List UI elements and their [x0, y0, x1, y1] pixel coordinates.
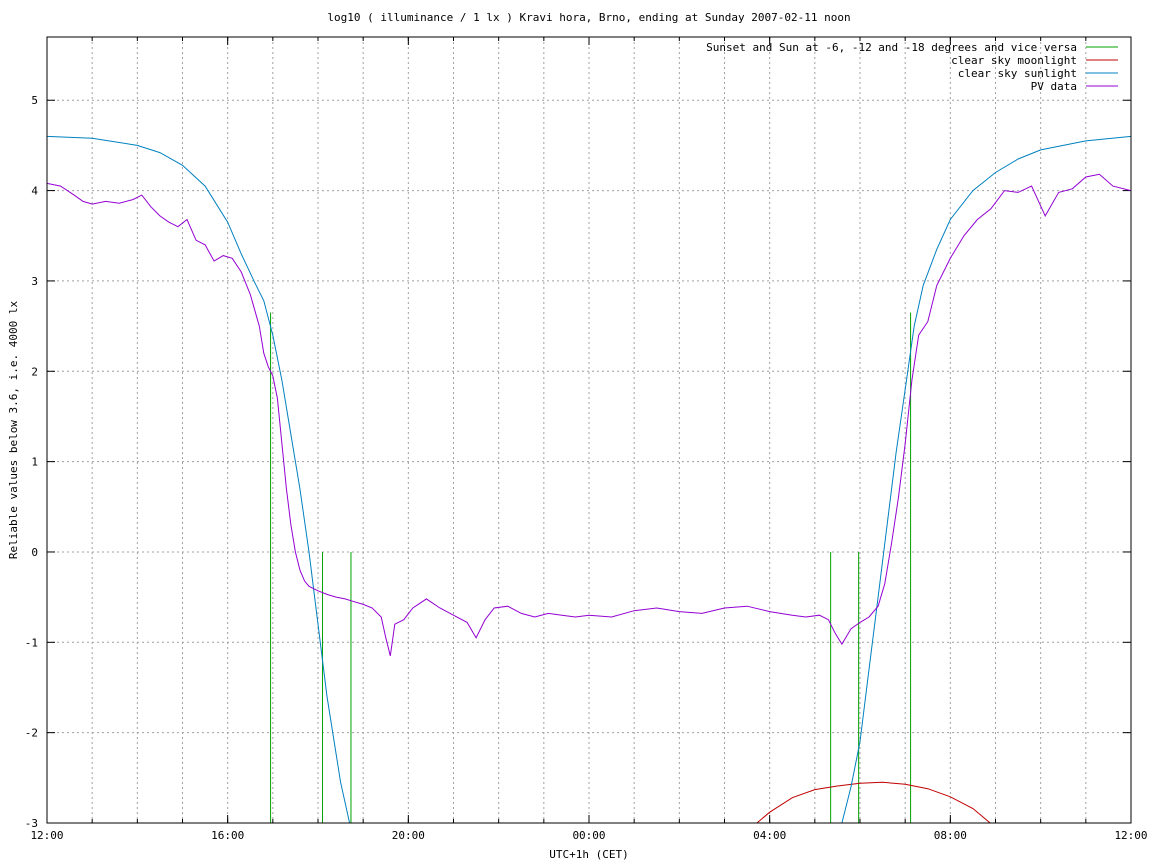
- chart-title: log10 ( illuminance / 1 lx ) Kravi hora,…: [327, 11, 850, 24]
- y-tick-label: 1: [31, 456, 38, 469]
- x-axis-label: UTC+1h (CET): [549, 848, 628, 861]
- x-tick-label: 12:00: [1114, 829, 1147, 842]
- plot-frame: [46, 36, 1132, 824]
- legend-label: clear sky sunlight: [958, 67, 1077, 80]
- legend-label: clear sky moonlight: [951, 54, 1077, 67]
- x-tick-label: 00:00: [572, 829, 605, 842]
- y-tick-label: -1: [25, 636, 38, 649]
- y-tick-label: 4: [31, 185, 38, 198]
- x-tick-label: 04:00: [753, 829, 786, 842]
- legend-label: PV data: [1031, 80, 1077, 93]
- y-tick-label: 2: [31, 365, 38, 378]
- series-layer: [47, 135, 1131, 823]
- y-axis-label: Reliable values below 3.6, i.e. 4000 lx: [7, 300, 20, 559]
- series-line-3: [47, 173, 1131, 657]
- y-tick-label: -2: [25, 727, 38, 740]
- legend-label: Sunset and Sun at -6, -12 and -18 degree…: [706, 41, 1077, 54]
- y-tick-label: -3: [25, 817, 38, 830]
- y-tick-label: 0: [31, 546, 38, 559]
- axis-ticks: 12:00 16:00 20:00 00:00 04:00 08:00 12:00-3-2-…: [25, 37, 1148, 842]
- y-tick-label: 5: [31, 94, 38, 107]
- series-line-1: [756, 781, 991, 823]
- grid-lines: [47, 37, 1131, 823]
- y-tick-label: 3: [31, 275, 38, 288]
- x-tick-label: 08:00: [934, 829, 967, 842]
- series-line-2: [47, 135, 1131, 823]
- legend: Sunset and Sun at -6, -12 and -18 degree…: [706, 41, 1118, 93]
- x-tick-label: 20:00: [392, 829, 425, 842]
- x-tick-label: 16:00: [211, 829, 244, 842]
- x-tick-label: 12:00: [30, 829, 63, 842]
